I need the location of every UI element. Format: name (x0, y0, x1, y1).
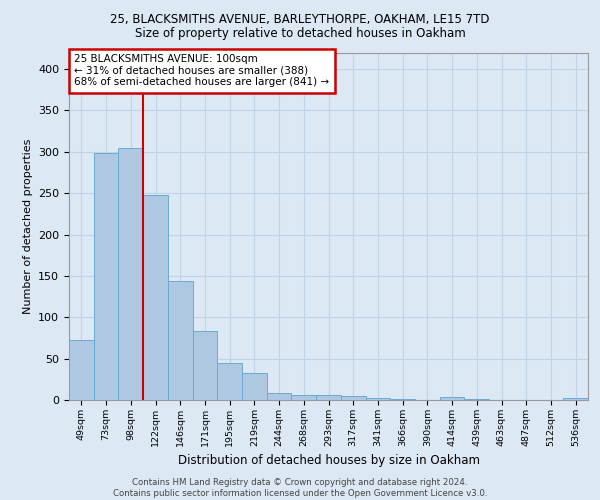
Y-axis label: Number of detached properties: Number of detached properties (23, 138, 32, 314)
Bar (365, 398, 390, 400)
Bar (563, 398, 588, 400)
Bar (440, 396, 464, 400)
Bar (94, 152, 118, 400)
Text: Size of property relative to detached houses in Oakham: Size of property relative to detached ho… (134, 28, 466, 40)
Bar (242, 372, 267, 400)
Bar (217, 363, 242, 400)
Bar (267, 392, 292, 400)
Bar (390, 399, 415, 400)
Bar (143, 195, 168, 400)
Text: 25, BLACKSMITHS AVENUE, BARLEYTHORPE, OAKHAM, LE15 7TD: 25, BLACKSMITHS AVENUE, BARLEYTHORPE, OA… (110, 12, 490, 26)
Bar (341, 396, 365, 400)
Bar (168, 281, 193, 400)
X-axis label: Distribution of detached houses by size in Oakham: Distribution of detached houses by size … (178, 454, 479, 468)
Bar (193, 332, 217, 400)
Text: Contains HM Land Registry data © Crown copyright and database right 2024.
Contai: Contains HM Land Registry data © Crown c… (113, 478, 487, 498)
Bar (464, 399, 489, 400)
Bar (69, 340, 94, 400)
Bar (316, 395, 341, 400)
Bar (292, 395, 316, 400)
Bar (118, 148, 143, 400)
Text: 25 BLACKSMITHS AVENUE: 100sqm
← 31% of detached houses are smaller (388)
68% of : 25 BLACKSMITHS AVENUE: 100sqm ← 31% of d… (74, 54, 329, 88)
